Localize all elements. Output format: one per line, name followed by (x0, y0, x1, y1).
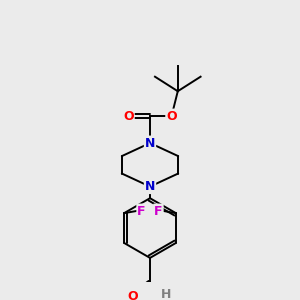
Text: N: N (145, 180, 155, 193)
Text: O: O (166, 110, 177, 123)
Text: F: F (154, 205, 163, 218)
Text: H: H (160, 288, 171, 300)
Text: N: N (145, 136, 155, 149)
Text: O: O (127, 290, 138, 300)
Text: O: O (123, 110, 134, 123)
Text: F: F (137, 205, 146, 218)
